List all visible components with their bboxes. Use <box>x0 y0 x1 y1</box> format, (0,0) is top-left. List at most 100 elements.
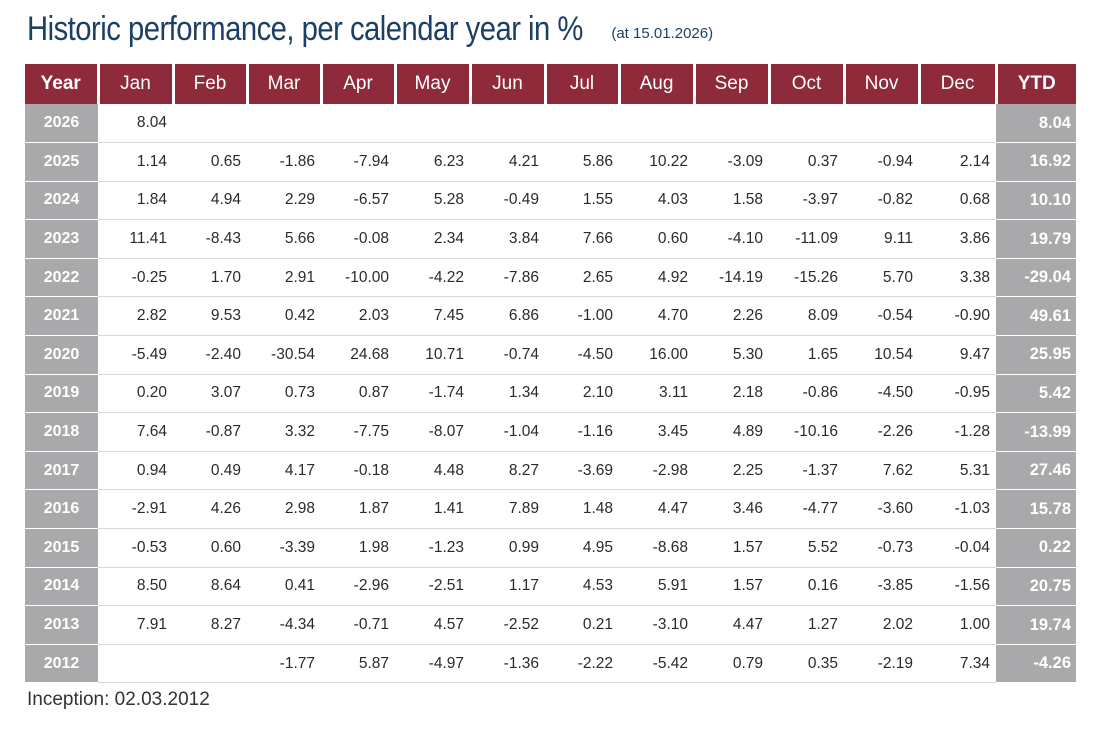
table-row: 2012 -1.77 5.87 -4.97 -1.36 -2.22 -5.42 0.79 0.3… <box>25 644 1076 684</box>
table-row: 2015 -0.53 0.60 -3.39 1.98 -1.23 0.99 4.95 -8.68… <box>25 528 1076 568</box>
table-row: 2019 0.20 3.07 0.73 0.87 -1.74 1.34 2.10 3.11 2.1… <box>25 374 1076 414</box>
month-value-cell: 9.53 <box>173 296 247 337</box>
month-value-cell: 8.50 <box>98 567 173 607</box>
ytd-cell: 15.78 <box>996 489 1076 530</box>
month-value-cell: -5.42 <box>619 644 694 684</box>
month-value-cell: 1.34 <box>470 374 545 414</box>
month-value-cell: -0.53 <box>98 528 173 568</box>
table-row: 2020 -5.49 -2.40 -30.54 24.68 10.71 -0.74 -4.50… <box>25 335 1076 375</box>
month-value-cell: 6.23 <box>395 142 470 182</box>
ytd-cell: 10.10 <box>996 181 1076 221</box>
month-value-cell: 0.65 <box>173 142 247 182</box>
month-value-cell: -1.23 <box>395 528 470 568</box>
month-value-cell: -0.49 <box>470 181 545 221</box>
year-cell: 2013 <box>25 605 98 645</box>
month-value-cell <box>321 104 395 144</box>
month-value-cell: -4.97 <box>395 644 470 684</box>
month-value-cell: 4.17 <box>247 451 321 491</box>
as-of-date: (at 15.01.2026) <box>611 25 714 42</box>
month-value-cell <box>844 104 919 144</box>
month-value-cell: 7.64 <box>98 412 173 452</box>
ytd-cell: 27.46 <box>996 451 1076 491</box>
month-value-cell: -2.98 <box>619 451 694 491</box>
month-value-cell: -2.51 <box>395 567 470 607</box>
table-row: 2018 7.64 -0.87 3.32 -7.75 -8.07 -1.04 -1.16 3.4… <box>25 412 1076 452</box>
month-value-cell: 3.07 <box>173 374 247 414</box>
month-value-cell: 5.30 <box>694 335 769 375</box>
month-value-cell: 4.95 <box>545 528 619 568</box>
month-value-cell: -3.09 <box>694 142 769 182</box>
column-header-11: Nov <box>844 64 921 104</box>
month-value-cell: -1.86 <box>247 142 321 182</box>
column-header-2: Feb <box>173 64 249 104</box>
month-value-cell: 5.31 <box>919 451 996 491</box>
month-value-cell: 7.91 <box>98 605 173 645</box>
month-value-cell: 1.00 <box>919 605 996 645</box>
ytd-cell: -4.26 <box>996 644 1076 684</box>
month-value-cell: 3.46 <box>694 489 769 530</box>
month-value-cell: -10.00 <box>321 258 395 298</box>
month-value-cell: -30.54 <box>247 335 321 375</box>
column-header-0: Year <box>25 64 100 104</box>
month-value-cell: 8.27 <box>173 605 247 645</box>
month-value-cell: 4.70 <box>619 296 694 337</box>
month-value-cell: 2.65 <box>545 258 619 298</box>
month-value-cell: 6.86 <box>470 296 545 337</box>
month-value-cell: -2.96 <box>321 567 395 607</box>
month-value-cell: -3.69 <box>545 451 619 491</box>
month-value-cell: 1.65 <box>769 335 844 375</box>
month-value-cell: 2.29 <box>247 181 321 221</box>
month-value-cell: 0.35 <box>769 644 844 684</box>
month-value-cell: 0.73 <box>247 374 321 414</box>
month-value-cell: 9.11 <box>844 219 919 259</box>
month-value-cell: 4.53 <box>545 567 619 607</box>
month-value-cell: 1.55 <box>545 181 619 221</box>
month-value-cell: 4.48 <box>395 451 470 491</box>
year-cell: 2020 <box>25 335 98 375</box>
month-value-cell: -1.03 <box>919 489 996 530</box>
month-value-cell: 7.66 <box>545 219 619 259</box>
month-value-cell: -0.74 <box>470 335 545 375</box>
month-value-cell: -1.00 <box>545 296 619 337</box>
month-value-cell: 5.91 <box>619 567 694 607</box>
month-value-cell: 0.60 <box>619 219 694 259</box>
month-value-cell: 4.94 <box>173 181 247 221</box>
ytd-cell: 25.95 <box>996 335 1076 375</box>
month-value-cell: -0.86 <box>769 374 844 414</box>
month-value-cell: -1.37 <box>769 451 844 491</box>
month-value-cell: -0.08 <box>321 219 395 259</box>
month-value-cell: -4.50 <box>844 374 919 414</box>
month-value-cell: 7.34 <box>919 644 996 684</box>
month-value-cell: 1.70 <box>173 258 247 298</box>
month-value-cell: 5.70 <box>844 258 919 298</box>
month-value-cell: 8.27 <box>470 451 545 491</box>
month-value-cell: 2.25 <box>694 451 769 491</box>
table-row: 2017 0.94 0.49 4.17 -0.18 4.48 8.27 -3.69 -2.98 2… <box>25 451 1076 491</box>
column-header-4: Apr <box>321 64 397 104</box>
table-row: 2024 1.84 4.94 2.29 -6.57 5.28 -0.49 1.55 4.03 1.… <box>25 181 1076 221</box>
month-value-cell: 2.14 <box>919 142 996 182</box>
month-value-cell: 4.92 <box>619 258 694 298</box>
month-value-cell: -3.60 <box>844 489 919 530</box>
column-header-6: Jun <box>470 64 547 104</box>
month-value-cell: -1.77 <box>247 644 321 684</box>
column-header-7: Jul <box>545 64 621 104</box>
column-header-3: Mar <box>247 64 323 104</box>
month-value-cell <box>919 104 996 144</box>
year-cell: 2022 <box>25 258 98 298</box>
month-value-cell: 2.98 <box>247 489 321 530</box>
month-value-cell: 1.57 <box>694 567 769 607</box>
ytd-cell: 19.79 <box>996 219 1076 259</box>
month-value-cell: -6.57 <box>321 181 395 221</box>
column-header-1: Jan <box>98 64 175 104</box>
month-value-cell: -1.16 <box>545 412 619 452</box>
year-cell: 2023 <box>25 219 98 259</box>
month-value-cell: -10.16 <box>769 412 844 452</box>
month-value-cell: 10.71 <box>395 335 470 375</box>
year-cell: 2017 <box>25 451 98 491</box>
month-value-cell: 0.99 <box>470 528 545 568</box>
month-value-cell: -8.43 <box>173 219 247 259</box>
month-value-cell: 2.34 <box>395 219 470 259</box>
month-value-cell: 5.66 <box>247 219 321 259</box>
month-value-cell: -4.34 <box>247 605 321 645</box>
